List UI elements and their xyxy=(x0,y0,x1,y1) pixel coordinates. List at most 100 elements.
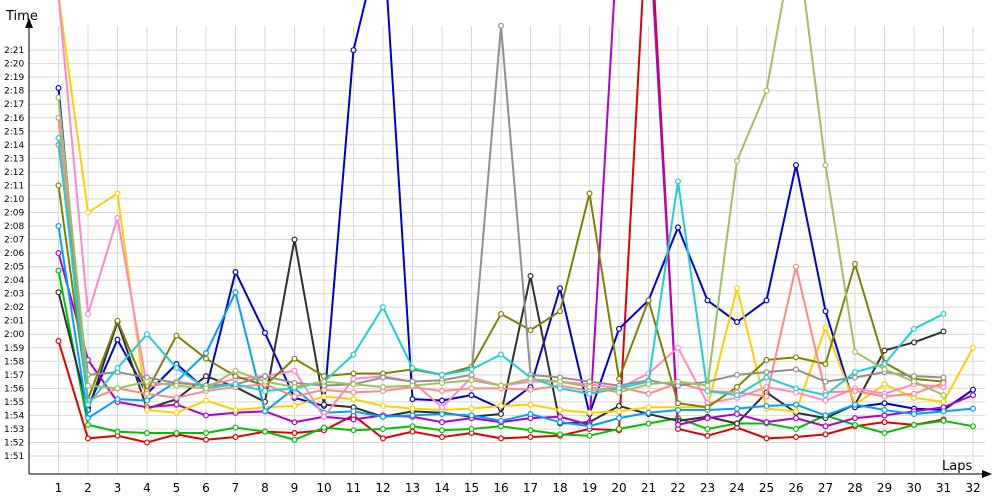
data-point xyxy=(84,209,91,216)
data-point xyxy=(704,297,711,304)
data-point xyxy=(615,415,622,422)
data-point xyxy=(851,415,858,422)
x-tick-label: 13 xyxy=(405,481,420,495)
x-tick-label: 26 xyxy=(788,481,803,495)
data-point xyxy=(262,378,269,385)
data-point xyxy=(615,402,622,409)
data-point xyxy=(262,373,269,380)
data-point xyxy=(940,310,947,317)
data-point xyxy=(733,383,740,390)
data-point xyxy=(792,415,799,422)
y-axis-arrow xyxy=(25,18,33,28)
data-point xyxy=(733,392,740,399)
data-point xyxy=(586,409,593,416)
data-point xyxy=(203,412,210,419)
data-point xyxy=(409,365,416,372)
data-point xyxy=(203,385,210,392)
data-point xyxy=(556,406,563,413)
data-point xyxy=(881,366,888,373)
data-point xyxy=(321,393,328,400)
x-tick-label: 32 xyxy=(965,481,980,495)
data-point xyxy=(173,401,180,408)
data-point xyxy=(822,423,829,430)
data-point xyxy=(527,386,534,393)
data-point xyxy=(940,417,947,424)
data-point xyxy=(674,224,681,231)
series-line-5 xyxy=(57,0,974,428)
data-point xyxy=(733,319,740,326)
data-point xyxy=(527,401,534,408)
data-point xyxy=(792,354,799,361)
data-point xyxy=(851,388,858,395)
data-point xyxy=(439,419,446,426)
data-point xyxy=(173,332,180,339)
y-tick-label: 2:15 xyxy=(4,127,24,137)
data-point xyxy=(84,310,91,317)
data-point xyxy=(114,365,121,372)
data-point xyxy=(881,406,888,413)
x-tick-label: 23 xyxy=(700,481,715,495)
data-point xyxy=(232,434,239,441)
data-point xyxy=(674,178,681,185)
data-point xyxy=(55,94,62,101)
data-point xyxy=(527,375,534,382)
data-point xyxy=(969,423,976,430)
data-point xyxy=(232,406,239,413)
data-point xyxy=(380,435,387,442)
y-tick-label: 2:20 xyxy=(4,60,24,70)
data-point xyxy=(527,434,534,441)
data-point xyxy=(498,402,505,409)
data-point xyxy=(262,428,269,435)
data-point xyxy=(409,396,416,403)
data-point xyxy=(498,435,505,442)
data-point xyxy=(203,436,210,443)
data-point xyxy=(674,406,681,413)
x-tick-label: 10 xyxy=(316,481,331,495)
data-point xyxy=(321,378,328,385)
data-point xyxy=(498,382,505,389)
data-point xyxy=(527,273,534,280)
data-point xyxy=(409,423,416,430)
y-tick-label: 2:11 xyxy=(4,181,24,191)
x-tick-label: 30 xyxy=(906,481,921,495)
x-tick-label: 1 xyxy=(55,481,63,495)
data-point xyxy=(851,348,858,355)
data-point xyxy=(84,415,91,422)
data-point xyxy=(881,400,888,407)
data-point xyxy=(704,415,711,422)
data-point xyxy=(55,289,62,296)
x-tick-label: 12 xyxy=(375,481,390,495)
data-point xyxy=(350,47,357,54)
data-point xyxy=(114,190,121,197)
y-tick-label: 2:10 xyxy=(4,195,24,205)
data-point xyxy=(468,412,475,419)
data-point xyxy=(350,375,357,382)
chart-ticks: 1 2 3 4 5 6 7 8 9 10 11 12 13 14 15 16 17 18 19 20 21 22 23 24 2… xyxy=(4,46,981,495)
data-point xyxy=(321,413,328,420)
data-point xyxy=(763,419,770,426)
data-point xyxy=(380,413,387,420)
data-point xyxy=(468,371,475,378)
data-point xyxy=(763,356,770,363)
data-point xyxy=(822,308,829,315)
chart-axes: Time Laps xyxy=(5,9,992,478)
data-point xyxy=(498,351,505,358)
data-point xyxy=(586,432,593,439)
data-point xyxy=(645,381,652,388)
data-point xyxy=(910,373,917,380)
data-point xyxy=(674,400,681,407)
data-point xyxy=(291,436,298,443)
data-point xyxy=(792,425,799,432)
data-point xyxy=(468,377,475,384)
data-point xyxy=(881,360,888,367)
data-point xyxy=(439,434,446,441)
data-point xyxy=(291,402,298,409)
data-point xyxy=(704,388,711,395)
x-tick-label: 18 xyxy=(552,481,567,495)
data-point xyxy=(704,404,711,411)
data-point xyxy=(439,371,446,378)
data-point xyxy=(203,397,210,404)
data-point xyxy=(881,347,888,354)
x-axis-arrow xyxy=(982,470,992,478)
data-point xyxy=(910,378,917,385)
